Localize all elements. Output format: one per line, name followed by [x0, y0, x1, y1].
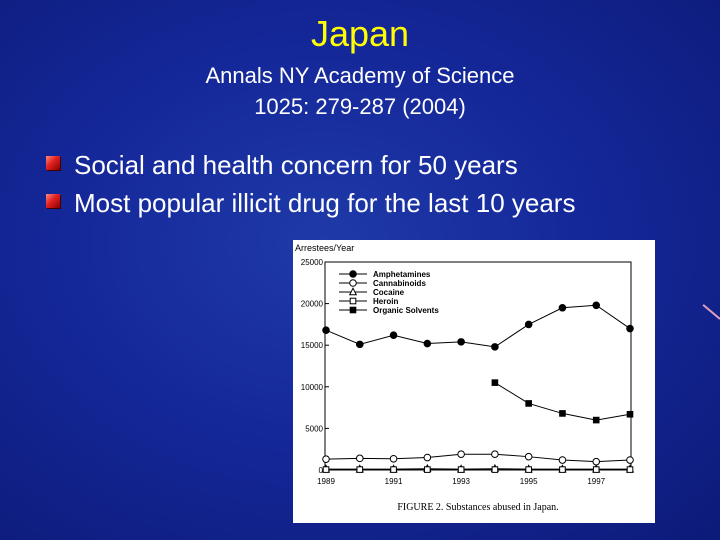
series-line-amphetamines	[325, 304, 631, 348]
plot-frame	[324, 261, 632, 471]
legend-marker-amphetamines	[349, 270, 357, 278]
data-point-heroin	[559, 466, 566, 473]
data-point-cannabinoids	[389, 454, 398, 463]
bullet-square-icon	[46, 194, 60, 208]
data-point-organic-solvents	[559, 410, 566, 417]
y-tick-label: 10000	[301, 383, 324, 392]
data-point-amphetamines	[558, 303, 567, 312]
bullet-text: Social and health concern for 50 years	[74, 150, 518, 180]
series-line-cannabinoids	[325, 453, 631, 463]
y-tick-label: 5000	[305, 424, 323, 433]
data-point-cannabinoids	[322, 455, 330, 463]
x-tick-label: 1997	[587, 477, 605, 486]
data-point-cannabinoids	[592, 457, 601, 466]
legend-label-heroin: Heroin	[373, 297, 398, 306]
x-tick-label: 1993	[452, 477, 470, 486]
citation-volume: 1025: 279-287 (2004)	[254, 94, 466, 119]
data-point-amphetamines	[389, 331, 398, 340]
bullet-item: Social and health concern for 50 years	[44, 146, 684, 184]
data-point-cannabinoids	[423, 453, 432, 462]
data-point-cannabinoids	[355, 454, 364, 463]
y-tick-label: 0	[319, 466, 324, 475]
data-point-cannabinoids	[558, 456, 567, 464]
decorative-line	[702, 304, 720, 320]
y-tick-label: 15000	[301, 341, 324, 350]
figure-caption: FIGURE 2. Substances abused in Japan.	[397, 502, 558, 513]
legend-marker-heroin	[349, 297, 357, 305]
y-tick-label: 20000	[301, 300, 324, 309]
data-point-amphetamines	[626, 324, 634, 333]
x-tick-label: 1995	[520, 477, 538, 486]
data-point-organic-solvents	[525, 400, 532, 407]
data-point-cannabinoids	[491, 450, 499, 458]
bullet-square-icon	[46, 156, 60, 170]
data-point-amphetamines	[322, 326, 330, 335]
data-point-organic-solvents	[491, 379, 499, 386]
substances-line-chart: Arrestees/Year 0 5000 10000 15000 20000 25000 1…	[295, 243, 635, 513]
data-point-organic-solvents	[626, 410, 634, 418]
legend-marker-organic-solvents	[349, 306, 357, 314]
data-point-heroin	[424, 466, 431, 473]
data-point-cannabinoids	[626, 456, 634, 464]
citation-journal: Annals NY Academy of Science	[205, 63, 515, 88]
data-point-heroin	[356, 466, 364, 473]
legend-label-cannabinoids: Cannabinoids	[373, 279, 426, 288]
data-point-amphetamines	[491, 343, 499, 351]
legend-label-organic-solvents: Organic Solvents	[373, 306, 439, 315]
y-axis-label: Arrestees/Year	[295, 243, 354, 253]
data-point-heroin	[592, 466, 600, 473]
legend-marker-cannabinoids	[349, 279, 357, 287]
legend-label-amphetamines: Amphetamines	[373, 270, 431, 279]
x-tick-label: 1989	[317, 477, 335, 486]
data-point-amphetamines	[524, 320, 533, 329]
data-point-heroin	[525, 466, 532, 473]
data-point-heroin	[322, 466, 330, 473]
data-point-amphetamines	[592, 301, 601, 310]
bullet-list: Social and health concern for 50 years M…	[44, 146, 684, 222]
y-tick-label: 25000	[301, 258, 324, 267]
bullet-item: Most popular illicit drug for the last 1…	[44, 184, 634, 222]
data-point-cannabinoids	[457, 450, 465, 458]
data-point-amphetamines	[355, 340, 364, 349]
data-point-cannabinoids	[524, 452, 533, 461]
chart-figure: Arrestees/Year 0 5000 10000 15000 20000 25000 1…	[293, 240, 655, 523]
legend-marker-cocaine	[348, 287, 358, 296]
data-point-amphetamines	[457, 338, 465, 346]
data-point-organic-solvents	[592, 416, 600, 424]
legend-label-cocaine: Cocaine	[373, 288, 405, 297]
slide-title: Japan	[310, 13, 410, 54]
data-point-heroin	[491, 466, 499, 473]
data-point-heroin	[457, 466, 465, 473]
x-tick-label: 1991	[385, 477, 403, 486]
bullet-text: Most popular illicit drug for the last 1…	[74, 188, 576, 218]
data-point-heroin	[626, 466, 634, 473]
data-point-heroin	[390, 466, 397, 473]
data-point-amphetamines	[423, 339, 432, 348]
